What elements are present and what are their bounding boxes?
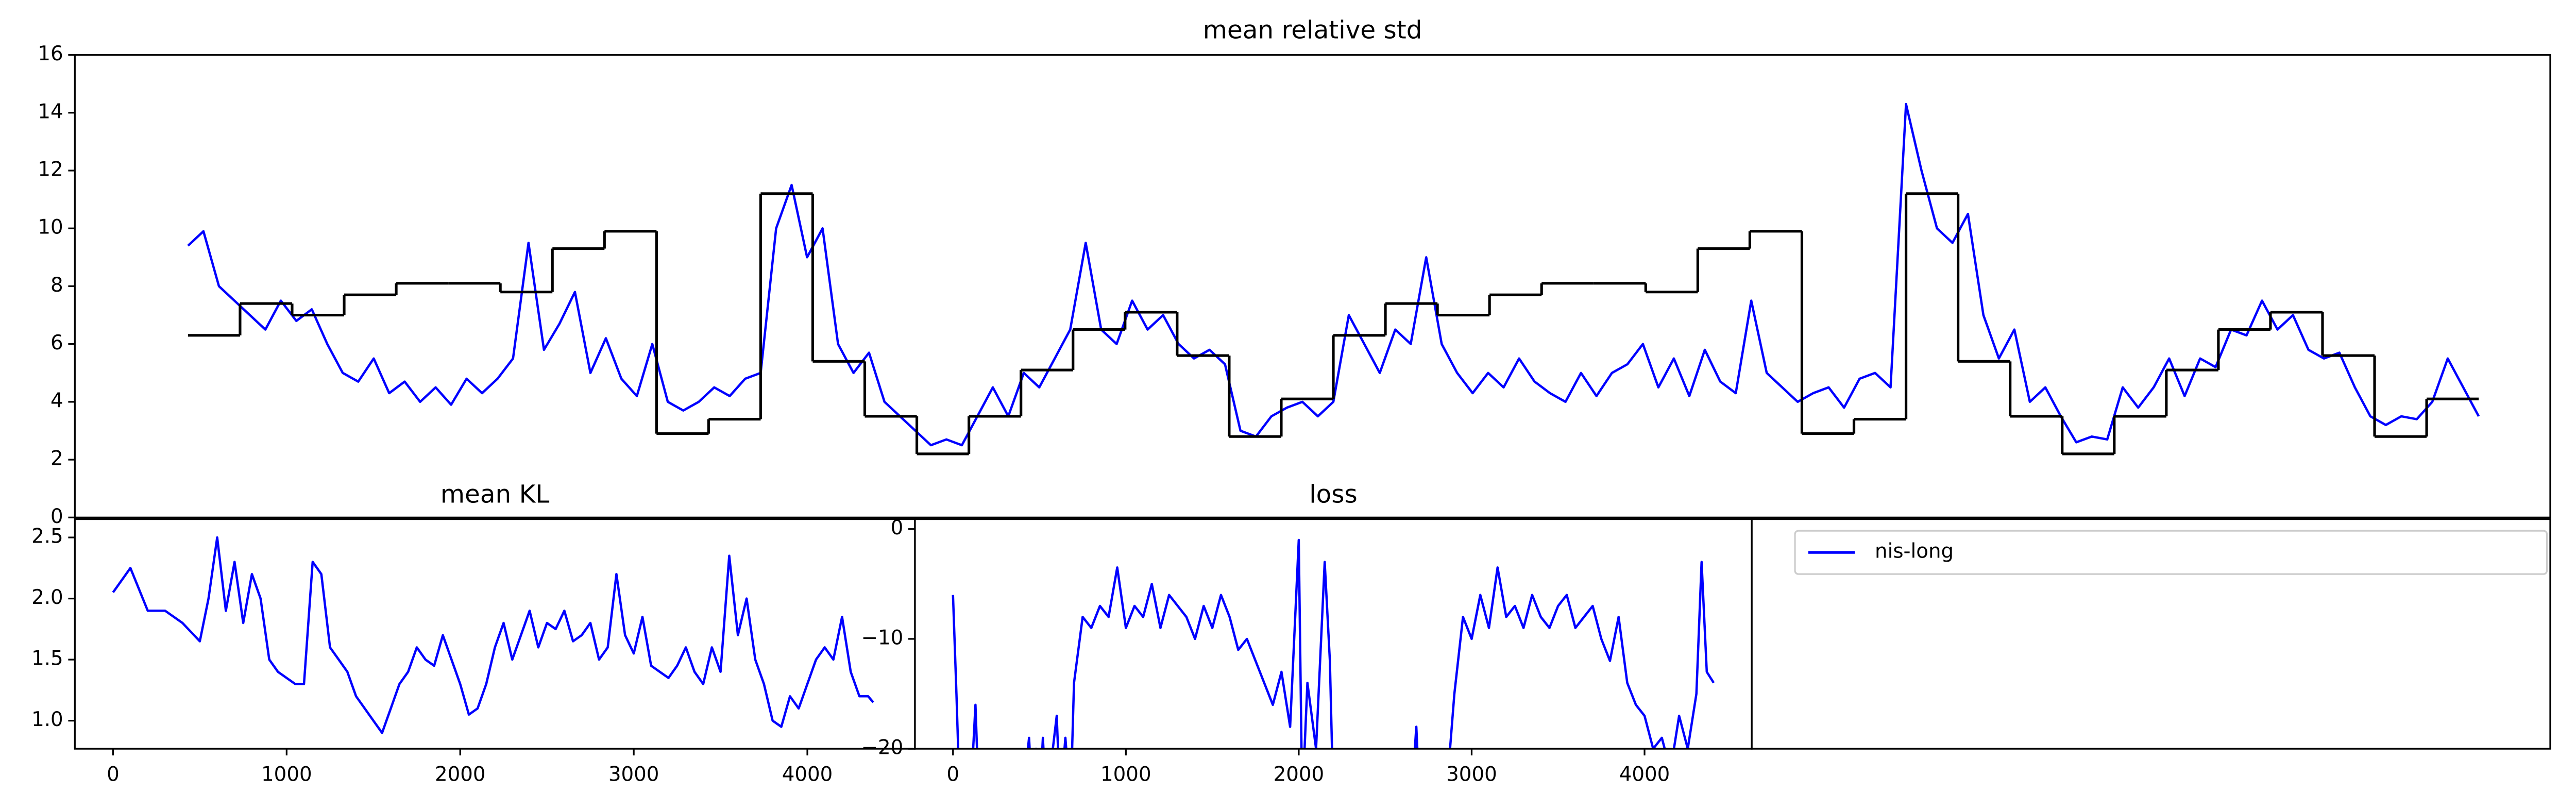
y-tick-label: 2 [50, 447, 63, 470]
y-tick-label: 14 [38, 100, 63, 123]
data-line [952, 538, 1715, 749]
y-tick-label: 4 [50, 389, 63, 412]
x-tick-label: 4000 [782, 763, 833, 786]
y-tick-label: 1.0 [31, 708, 63, 731]
x-tick-label: 1000 [261, 763, 312, 786]
x-tick-label: 3000 [608, 763, 659, 786]
axes-frame [74, 54, 2551, 518]
legend-label: nis-long [1875, 540, 1954, 563]
y-tick-label: 2.0 [31, 586, 63, 609]
x-tick-label: 0 [946, 763, 959, 786]
step-riser [239, 193, 2428, 454]
chart-title: mean KL [440, 480, 549, 509]
chart-title: loss [1309, 480, 1358, 509]
data-line [187, 103, 2480, 447]
x-tick-label: 4000 [1619, 763, 1670, 786]
y-tick-label: 12 [38, 158, 63, 181]
x-tick-label: 2000 [1274, 763, 1325, 786]
y-tick-label: 8 [50, 274, 63, 297]
legend-box [1794, 530, 2548, 575]
data-line [112, 536, 874, 734]
y-tick-label: 0 [50, 505, 63, 528]
axes-frame [914, 518, 1753, 750]
x-tick-label: 2000 [435, 763, 486, 786]
y-tick-label: −20 [861, 736, 904, 760]
y-tick-label: 10 [38, 216, 63, 239]
x-tick-label: 1000 [1100, 763, 1151, 786]
y-tick-label: 16 [38, 42, 63, 65]
chart-title: mean relative std [1203, 15, 1422, 44]
y-tick-label: −10 [861, 626, 904, 649]
y-tick-label: 0 [891, 516, 904, 539]
y-tick-label: 6 [50, 331, 63, 355]
y-tick-label: 1.5 [31, 647, 63, 670]
y-tick-label: 2.5 [31, 525, 63, 548]
x-tick-label: 3000 [1446, 763, 1497, 786]
x-tick-label: 0 [107, 763, 120, 786]
